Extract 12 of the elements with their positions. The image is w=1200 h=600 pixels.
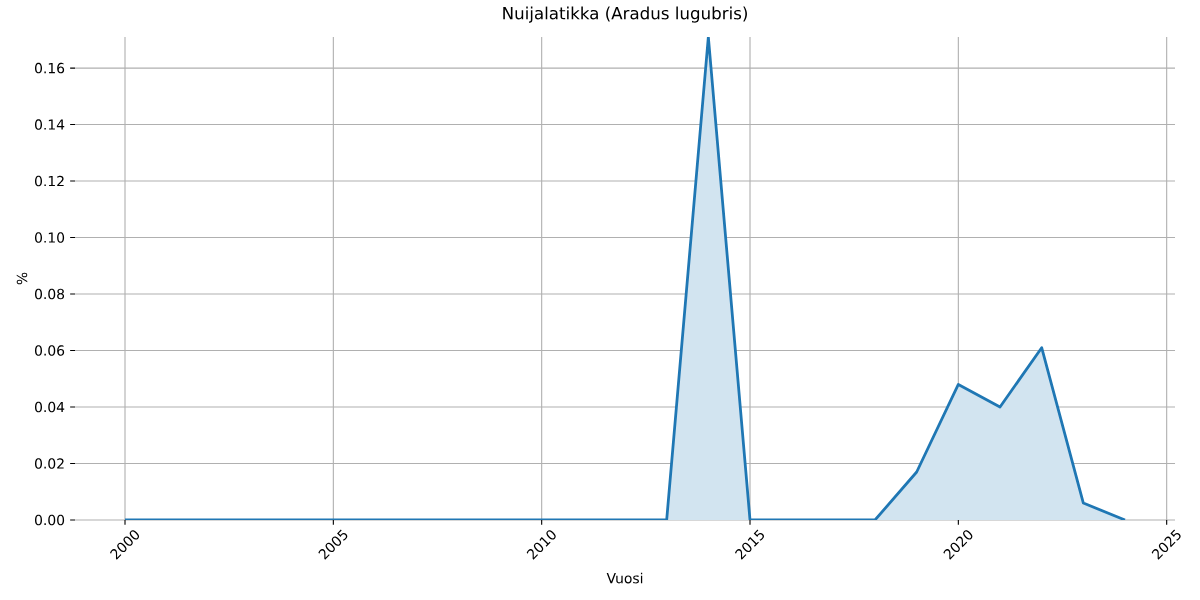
x-axis-title: Vuosi	[606, 572, 643, 584]
y-tick-label: 0.00	[35, 514, 65, 526]
y-tick-label: 0.14	[35, 119, 65, 130]
y-tick-label: 0.12	[35, 175, 64, 187]
y-tick-label: 0.10	[35, 232, 65, 243]
y-tick-label: 0.16	[35, 62, 65, 74]
y-tick-label: 0.04	[35, 401, 65, 413]
y-tick-label: 0.08	[35, 288, 65, 300]
y-tick-label: 0.06	[35, 345, 65, 356]
chart-title: Nuijalatikka (Aradus lugubris)	[503, 6, 747, 23]
y-tick-label: 0.02	[35, 458, 64, 469]
y-axis-title: %	[16, 272, 28, 285]
